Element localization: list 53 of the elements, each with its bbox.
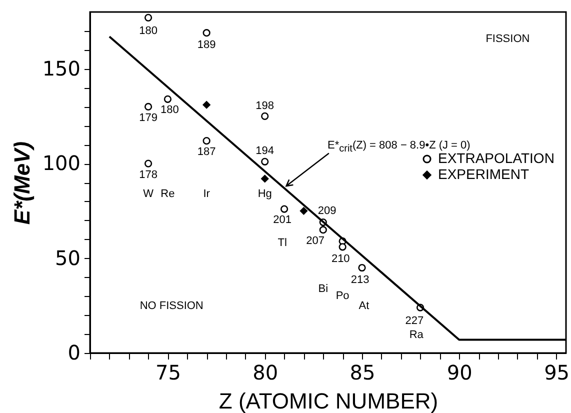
annotation: Po [336,290,350,302]
y-tick-label: 50 [55,246,80,270]
point [144,102,152,111]
x-tick-label: 85 [350,360,376,384]
annotation: 227 [405,314,424,327]
annotation: 194 [256,145,274,158]
annotation: 207 [306,235,325,248]
annotation: 213 [350,274,370,286]
annotation: 189 [197,39,216,52]
point [358,264,366,272]
point [144,14,152,22]
annotation: Re [160,188,175,200]
annotation: 178 [139,168,158,181]
annotation: 210 [331,253,350,266]
x-tick-label: 80 [252,360,278,384]
point [164,95,172,103]
annotation: NO FISSION [140,300,204,312]
annotation: 180 [160,104,179,116]
x-tick-label: 90 [446,360,472,384]
point [202,29,210,37]
y-tick-label: 100 [42,151,80,176]
annotation: 179 [139,112,158,124]
annotation: Ra [409,328,424,341]
annotation: Bi [318,282,328,295]
annotation: Tl [278,237,287,250]
legend-label: EXTRAPOLATION [438,150,554,166]
point [319,226,327,234]
y-tick-label: 0 [68,340,80,364]
annotation: W [143,188,154,200]
point [261,174,269,183]
annotation: 187 [197,146,216,158]
annotation: 201 [273,214,292,226]
point [144,160,152,168]
annotation: Hg [258,188,272,200]
x-axis-title: Z (ATOMIC NUMBER) [218,388,438,413]
y-tick-label: 150 [42,56,80,80]
x-tick-label: 75 [155,360,181,384]
annotation: 198 [256,100,274,112]
annotation: FISSION [486,32,530,45]
point [280,205,288,213]
x-tick-label: 95 [544,360,570,384]
legend-label: EXPERIMENT [438,166,530,182]
point [300,207,308,215]
point [338,243,346,251]
point [202,101,210,109]
annotation: 209 [318,204,336,217]
point [261,112,269,120]
point [261,158,269,166]
annotation: Ir [203,188,210,200]
point [202,137,210,145]
y-axis-title: E*(MeV) [9,141,34,225]
annotation: At [358,300,370,312]
annotation: 180 [139,24,158,37]
